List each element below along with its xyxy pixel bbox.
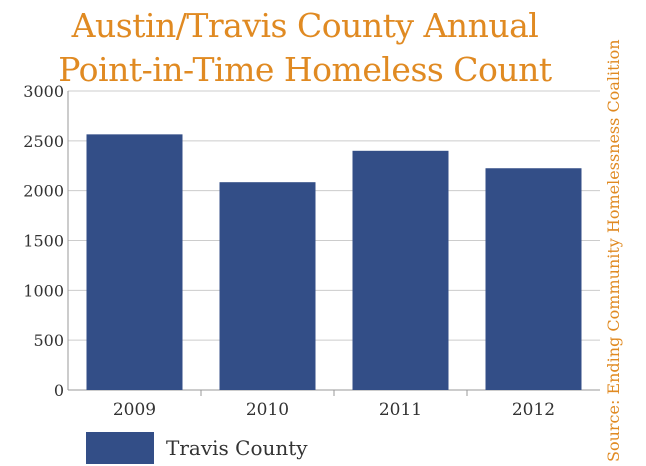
y-tick-label: 0 bbox=[54, 381, 64, 400]
bar-2010 bbox=[219, 182, 316, 390]
x-tick-label: 2010 bbox=[246, 400, 289, 420]
y-tick-label: 3000 bbox=[23, 82, 64, 101]
y-tick-label: 1000 bbox=[23, 281, 64, 300]
bar-2009 bbox=[86, 134, 183, 390]
bar-2011 bbox=[352, 150, 449, 390]
bars bbox=[86, 134, 582, 390]
y-tick-label: 500 bbox=[33, 331, 64, 350]
chart-title-line-1: Austin/Travis County Annual bbox=[71, 6, 539, 45]
chart-title: Austin/Travis County Annual Point-in-Tim… bbox=[40, 4, 570, 92]
x-tick-label: 2009 bbox=[113, 400, 156, 420]
legend-label: Travis County bbox=[166, 436, 308, 460]
y-tick-label: 2500 bbox=[23, 132, 64, 151]
y-tick-label: 2000 bbox=[23, 182, 64, 201]
y-tick-label: 1500 bbox=[23, 232, 64, 251]
x-tick-label: 2012 bbox=[512, 400, 555, 420]
legend-swatch bbox=[86, 432, 154, 464]
source-note: Source: Ending Community Homelessness Co… bbox=[604, 39, 623, 462]
chart-title-line-2: Point-in-Time Homeless Count bbox=[58, 50, 552, 89]
x-tick-label: 2011 bbox=[379, 400, 422, 420]
y-axis-ticks: 0 500 1000 1500 2000 2500 3000 bbox=[23, 82, 64, 400]
x-axis-ticks: 2009 2010 2011 2012 bbox=[113, 390, 555, 420]
bar-2012 bbox=[485, 168, 582, 390]
